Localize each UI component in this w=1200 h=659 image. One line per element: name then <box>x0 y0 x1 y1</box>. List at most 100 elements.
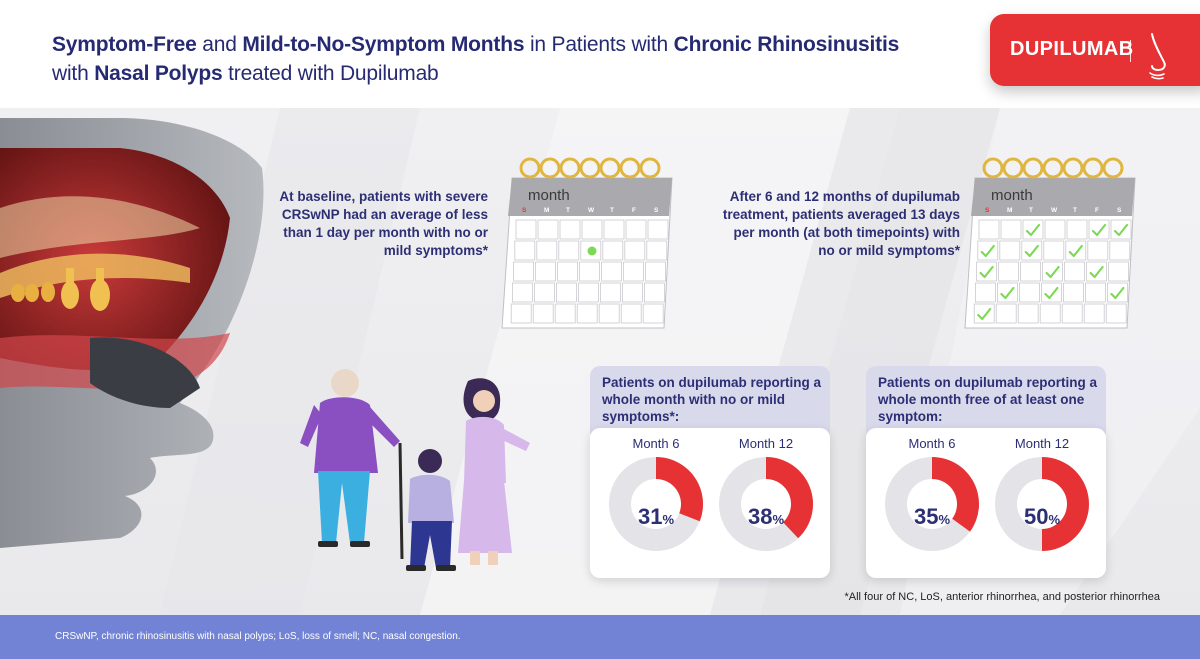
title-part: and <box>196 33 243 56</box>
donut-value-unit: % <box>1048 512 1061 527</box>
panel-title-emphasis: free of at least one symptom: <box>878 392 1085 424</box>
calendar-day <box>556 282 577 303</box>
brand-badge: DUPILUMAB <box>990 14 1200 86</box>
calendar-day <box>534 282 555 303</box>
donut-value-number: 50 <box>1023 504 1049 529</box>
calendar-day <box>621 282 643 303</box>
calendar-day <box>1044 219 1066 240</box>
calendar-day <box>623 261 645 282</box>
calendar-day <box>1084 282 1106 303</box>
calendar-day <box>642 303 664 324</box>
calendar-day <box>998 261 1019 282</box>
check-icon <box>1025 223 1041 237</box>
panel-no-or-mild-symptoms: Patients on dupilumab reporting a whole … <box>590 366 858 582</box>
child-figure <box>406 449 456 571</box>
check-icon <box>1113 223 1129 237</box>
calendar-day <box>974 282 996 303</box>
calendar-ring-icon <box>619 157 641 179</box>
calendar-day <box>620 303 642 324</box>
calendar-day <box>1083 303 1105 324</box>
check-icon <box>979 265 994 279</box>
donut-label-month-6: Month 6 <box>632 436 680 451</box>
check-icon <box>1068 244 1083 258</box>
donut-value-month-12: 50% <box>992 504 1092 530</box>
calendar-day <box>1019 282 1040 303</box>
calendar-day <box>647 219 669 240</box>
calendar-day <box>1042 261 1063 282</box>
footer: CRSwNP, chronic rhinosinusitis with nasa… <box>0 615 1200 659</box>
check-icon <box>1091 223 1107 237</box>
donut-label-month-12: Month 12 <box>738 436 794 451</box>
donut-slice <box>656 457 703 522</box>
calendar-day <box>1110 219 1132 240</box>
title-part: with <box>52 62 95 85</box>
calendar-day <box>535 261 556 282</box>
calendar-day <box>1105 303 1127 324</box>
calendar-ring-icon <box>1082 157 1104 179</box>
donut-value-number: 38 <box>747 504 773 529</box>
brand-divider <box>1130 40 1131 62</box>
baseline-description: At baseline, patients with severe CRSwNP… <box>279 189 488 258</box>
calendar-day <box>1108 261 1130 282</box>
calendar-month-label: month <box>528 187 570 204</box>
calendar-ring-icon <box>1022 157 1044 179</box>
calendar-day <box>1020 261 1041 282</box>
calendar-ring-icon <box>559 157 581 179</box>
polyp-shapes <box>11 268 110 311</box>
title-part: Mild-to-No-Symptom Months <box>242 33 525 56</box>
calendar-day <box>995 303 1017 324</box>
donut-slice <box>932 457 979 532</box>
calendar-ring-icon <box>1002 157 1024 179</box>
check-icon <box>1110 286 1125 300</box>
calendar-ring-icon <box>579 157 601 179</box>
family-illustration <box>300 369 530 571</box>
calendar-day <box>1022 219 1044 240</box>
calendar-day <box>600 282 621 303</box>
calendar-day <box>554 303 576 324</box>
title-part: Chronic Rhinosinusitis <box>673 33 900 56</box>
donut-label-month-12: Month 12 <box>1014 436 1070 451</box>
calendar-day <box>1063 282 1084 303</box>
calendar-header <box>971 178 1135 216</box>
calendar-day <box>532 303 554 324</box>
weekday-label: W <box>1051 207 1058 214</box>
calendar-day <box>978 219 1000 240</box>
check-icon <box>977 307 992 321</box>
calendar-day <box>1088 219 1110 240</box>
calendar-day <box>514 240 536 261</box>
donut-month-6 <box>885 457 979 551</box>
donut-value-month-6: 35% <box>882 504 982 530</box>
after-treatment-description: After 6 and 12 months of dupilumab treat… <box>722 189 960 258</box>
weekday-label: S <box>522 207 527 214</box>
calendar-day <box>645 261 667 282</box>
check-icon <box>1089 265 1104 279</box>
header: Symptom-Free and Mild-to-No-Symptom Mont… <box>0 0 1200 108</box>
calendar-ring-icon <box>599 157 621 179</box>
footnote: *All four of NC, LoS, anterior rhinorrhe… <box>844 591 1161 603</box>
calendar-day <box>999 240 1021 261</box>
page-title: Symptom-Free and Mild-to-No-Symptom Mont… <box>52 30 932 88</box>
calendar-day <box>603 219 625 240</box>
donut-month-6 <box>609 457 703 551</box>
panel-title-part: Patients on dupilumab reporting a whole … <box>878 375 1098 407</box>
calendar-day <box>976 261 998 282</box>
calendar-day <box>576 303 598 324</box>
weekday-label: M <box>1007 207 1012 214</box>
donut-value-month-12: 38% <box>716 504 816 530</box>
title-part: in Patients with <box>524 33 674 56</box>
abbreviations-text: CRSwNP, chronic rhinosinusitis with nasa… <box>55 631 461 642</box>
panel-header: Patients on dupilumab reporting a whole … <box>590 366 830 434</box>
calendar-ring-icon <box>539 157 561 179</box>
donut-value-number: 31 <box>637 504 663 529</box>
weekday-label: W <box>588 207 595 214</box>
check-icon <box>1045 265 1060 279</box>
calendar-day <box>1061 303 1083 324</box>
calendar-day <box>510 303 532 324</box>
weekday-label: F <box>632 207 636 214</box>
weekday-label: T <box>1029 207 1033 214</box>
calendar-day <box>997 282 1018 303</box>
grandfather-figure <box>300 369 404 560</box>
panel-title: Patients on dupilumab reporting a whole … <box>602 375 822 424</box>
